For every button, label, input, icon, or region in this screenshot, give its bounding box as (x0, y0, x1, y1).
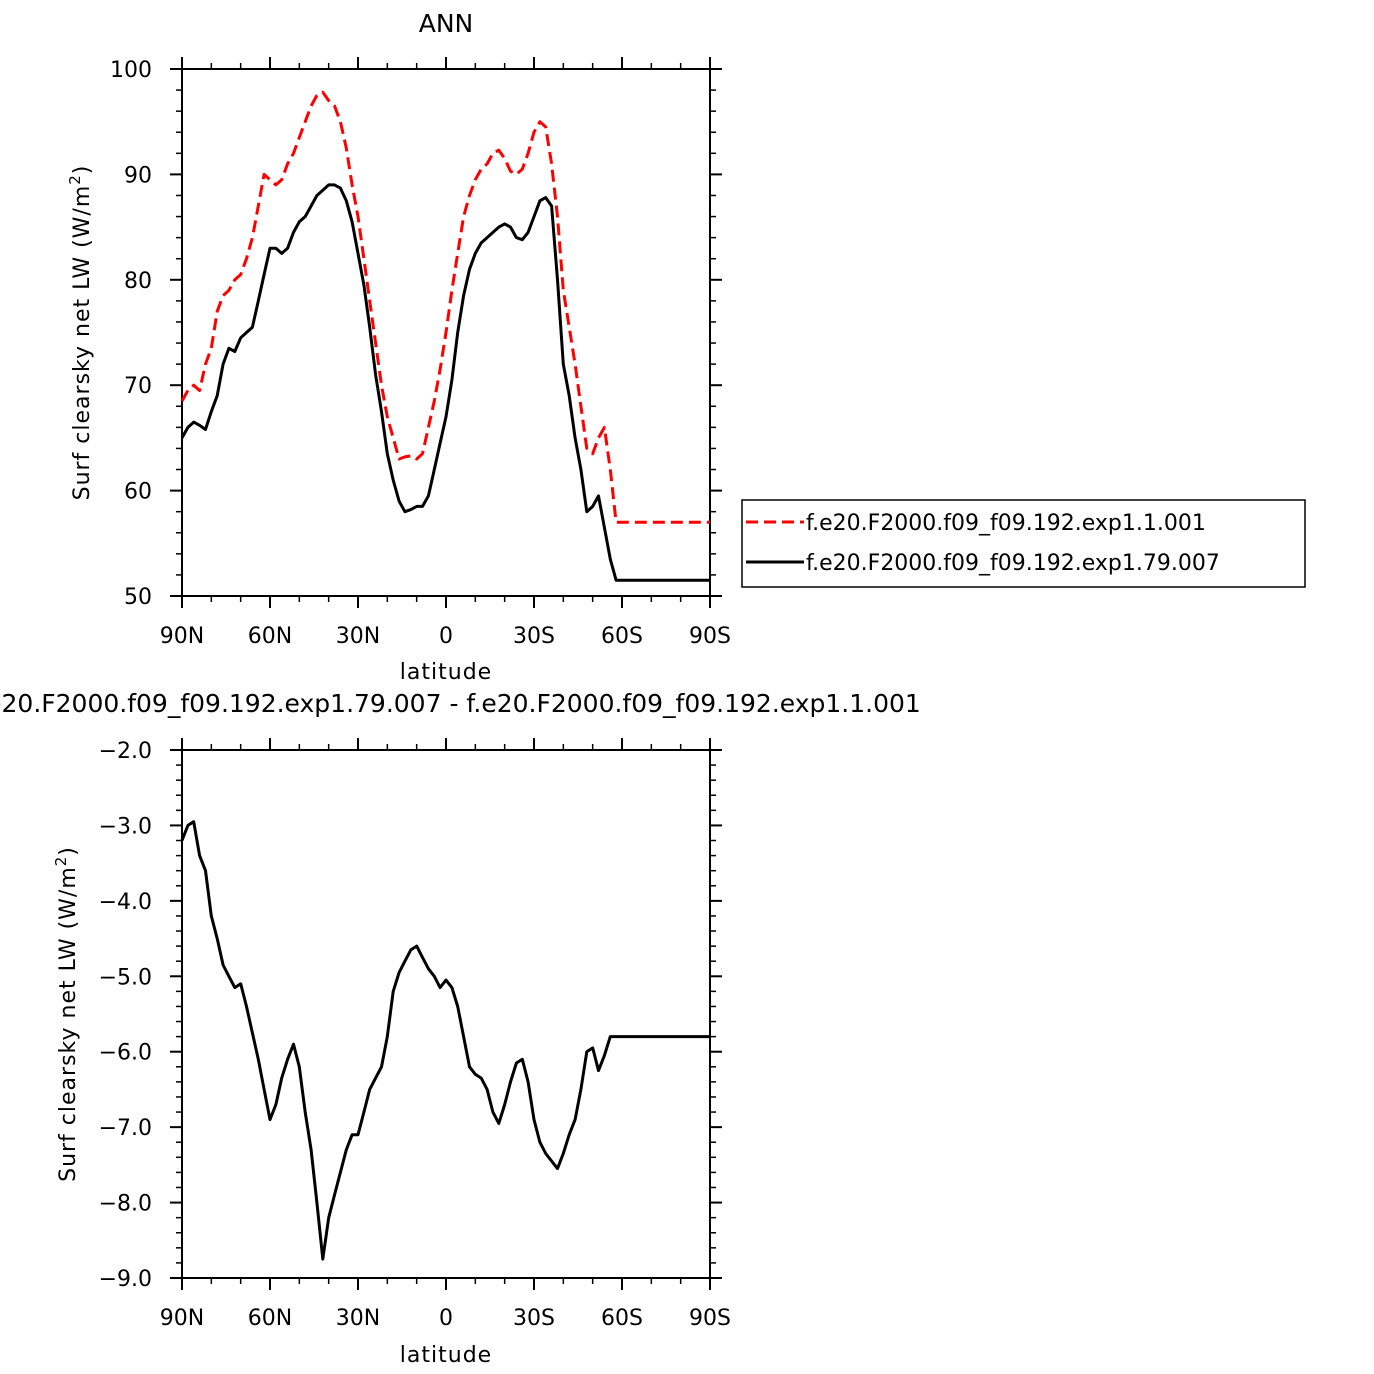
series-line-0 (180, 90, 710, 524)
y-axis-label-main: Surf clearsky net LW (W/m (70, 185, 95, 501)
x-tick-label: 30N (336, 1306, 380, 1331)
chart-title: f.e20.F2000.f09_f09.192.exp1.79.007 - f.… (0, 689, 921, 718)
x-tick-label: 60S (601, 1306, 643, 1331)
y-tick-label: 100 (110, 58, 152, 83)
y-axis-label-superscript: 2 (52, 856, 70, 867)
x-tick-label: 30N (336, 624, 380, 649)
x-tick-label: 60N (248, 1306, 292, 1331)
y-tick-label: −6.0 (99, 1041, 152, 1066)
x-tick-label: 0 (439, 1306, 453, 1331)
legend-label-0: f.e20.F2000.f09_f09.192.exp1.1.001 (806, 511, 1206, 536)
y-tick-label: −5.0 (99, 965, 152, 990)
x-tick-label: 90S (689, 1306, 731, 1331)
x-tick-label: 60N (248, 624, 292, 649)
y-tick-label: −4.0 (99, 890, 152, 915)
y-axis-label: Surf clearsky net LW (W/m2) (52, 846, 81, 1182)
x-tick-label: 60S (601, 624, 643, 649)
x-tick-label: 30S (513, 1306, 555, 1331)
y-tick-label: 70 (124, 374, 152, 399)
y-axis-label-close: ) (56, 846, 81, 856)
bottom-panel: 90N 60N 30N 0 30S 60S 90S −2.0 −3.0 −4.0 −5.0 −6.0 −… (0, 689, 921, 1368)
series-line-0 (180, 820, 710, 1261)
y-tick-label: 80 (124, 269, 152, 294)
plot-frame (181, 749, 711, 1279)
x-tick-label: 90N (160, 624, 204, 649)
y-tick-label: 90 (124, 163, 152, 188)
x-tick-label: 30S (513, 624, 555, 649)
y-tick-label: −8.0 (99, 1192, 152, 1217)
legend-label-1: f.e20.F2000.f09_f09.192.exp1.79.007 (806, 551, 1220, 576)
x-axis-label: latitude (400, 660, 492, 685)
y-tick-label: −9.0 (99, 1267, 152, 1292)
y-tick-label: −3.0 (99, 814, 152, 839)
x-tick-label: 90N (160, 1306, 204, 1331)
x-tick-label: 0 (439, 624, 453, 649)
y-tick-label: −7.0 (99, 1116, 152, 1141)
chart-title: ANN (419, 9, 474, 38)
x-tick-label: 90S (689, 624, 731, 649)
x-axis-label: latitude (400, 1343, 492, 1368)
y-axis-label: Surf clearsky net LW (W/m2) (66, 165, 95, 501)
y-tick-label: 50 (124, 585, 152, 610)
series-line-1 (180, 183, 710, 582)
y-axis-label-main: Surf clearsky net LW (W/m (56, 866, 81, 1182)
legend-box (741, 499, 1306, 588)
y-tick-label: 60 (124, 480, 152, 505)
legend: f.e20.F2000.f09_f09.192.exp1.1.001 f.e20.… (741, 499, 1306, 588)
y-axis-label-superscript: 2 (66, 174, 84, 185)
top-panel: 90N 60N 30N 0 30S 60S 90S 50 60 70 80 90 100 ANN latit… (66, 9, 731, 685)
y-axis-label-close: ) (70, 165, 95, 175)
y-tick-label: −2.0 (99, 739, 152, 764)
